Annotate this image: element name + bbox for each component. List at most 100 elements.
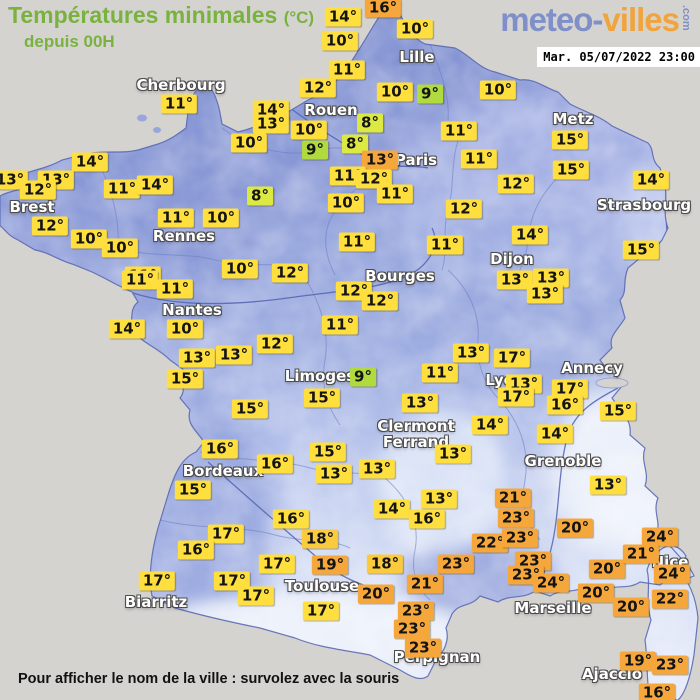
temp-label[interactable]: 24° bbox=[641, 527, 679, 547]
temp-label[interactable]: 13° bbox=[496, 270, 534, 290]
temp-label[interactable]: 13° bbox=[434, 444, 472, 464]
temp-label[interactable]: 14° bbox=[632, 170, 670, 190]
temp-label[interactable]: 12° bbox=[19, 180, 57, 200]
meteo-villes-logo[interactable]: meteo-villes .com bbox=[500, 1, 692, 39]
temp-label[interactable]: 15° bbox=[309, 442, 347, 462]
temp-label[interactable]: 12° bbox=[256, 334, 294, 354]
temp-label[interactable]: 18° bbox=[301, 529, 339, 549]
temp-label[interactable]: 12° bbox=[355, 169, 393, 189]
temp-label[interactable]: 23° bbox=[404, 638, 442, 658]
temp-label[interactable]: 10° bbox=[230, 133, 268, 153]
temp-label[interactable]: 13° bbox=[589, 475, 627, 495]
temp-label[interactable]: 24° bbox=[653, 564, 691, 584]
temp-label[interactable]: 9° bbox=[302, 140, 328, 160]
temp-label[interactable]: 14° bbox=[108, 319, 146, 339]
temp-label[interactable]: 12° bbox=[271, 263, 309, 283]
temp-label[interactable]: 11° bbox=[121, 270, 159, 290]
temp-label[interactable]: 17° bbox=[497, 387, 535, 407]
temp-label[interactable]: 15° bbox=[622, 240, 660, 260]
temp-label[interactable]: 10° bbox=[396, 19, 434, 39]
temp-label[interactable]: 22° bbox=[471, 533, 509, 553]
temp-label[interactable]: 17° bbox=[302, 601, 340, 621]
temp-label[interactable]: 12° bbox=[497, 174, 535, 194]
temp-label[interactable]: 13° bbox=[361, 150, 399, 170]
temp-label[interactable]: 14° bbox=[324, 7, 362, 27]
temp-label[interactable]: 13° bbox=[178, 348, 216, 368]
temp-label[interactable]: 11° bbox=[460, 149, 498, 169]
temp-label[interactable]: 16° bbox=[546, 395, 584, 415]
temp-label[interactable]: 19° bbox=[311, 555, 349, 575]
temp-label[interactable]: 12° bbox=[445, 199, 483, 219]
temp-label[interactable]: 13° bbox=[315, 464, 353, 484]
temp-label[interactable]: 13° bbox=[215, 345, 253, 365]
temp-label[interactable]: 20° bbox=[577, 583, 615, 603]
temp-label[interactable]: 15° bbox=[551, 130, 589, 150]
temp-label[interactable]: 11° bbox=[321, 315, 359, 335]
temp-label[interactable]: 15° bbox=[174, 480, 212, 500]
temp-label[interactable]: 21° bbox=[622, 544, 660, 564]
temp-label[interactable]: 9° bbox=[417, 84, 443, 104]
temp-label[interactable]: 13° bbox=[420, 489, 458, 509]
temp-label[interactable]: 20° bbox=[612, 597, 650, 617]
temp-label[interactable]: 13° bbox=[401, 393, 439, 413]
temp-label[interactable]: 19° bbox=[619, 651, 657, 671]
temp-label[interactable]: 9° bbox=[350, 367, 376, 387]
temp-label[interactable]: 23° bbox=[393, 619, 431, 639]
temp-label[interactable]: 14° bbox=[71, 152, 109, 172]
temp-label[interactable]: 13° bbox=[452, 343, 490, 363]
temp-label[interactable]: 23° bbox=[651, 655, 689, 675]
temp-label[interactable]: 16° bbox=[201, 439, 239, 459]
temp-label[interactable]: 15° bbox=[303, 388, 341, 408]
temp-label[interactable]: 11° bbox=[376, 184, 414, 204]
temp-label[interactable]: 10° bbox=[321, 31, 359, 51]
temp-label[interactable]: 20° bbox=[357, 584, 395, 604]
temp-label[interactable]: 11° bbox=[156, 279, 194, 299]
temp-label[interactable]: 16° bbox=[256, 454, 294, 474]
temp-label[interactable]: 20° bbox=[588, 559, 626, 579]
temp-label[interactable]: 13° bbox=[252, 114, 290, 134]
temp-label[interactable]: 10° bbox=[327, 193, 365, 213]
temp-label[interactable]: 10° bbox=[202, 208, 240, 228]
temp-label[interactable]: 11° bbox=[421, 363, 459, 383]
temp-label[interactable]: 12° bbox=[31, 216, 69, 236]
temp-label[interactable]: 10° bbox=[376, 82, 414, 102]
temp-label[interactable]: 14° bbox=[511, 225, 549, 245]
temp-label[interactable]: 13° bbox=[358, 459, 396, 479]
temp-label[interactable]: 10° bbox=[101, 238, 139, 258]
temp-label[interactable]: 17° bbox=[493, 348, 531, 368]
temp-label[interactable]: 17° bbox=[213, 571, 251, 591]
temp-label[interactable]: 15° bbox=[231, 399, 269, 419]
temp-label[interactable]: 11° bbox=[426, 235, 464, 255]
temp-label[interactable]: 16° bbox=[408, 509, 446, 529]
temp-label[interactable]: 16° bbox=[364, 0, 402, 18]
temp-label[interactable]: 11° bbox=[338, 232, 376, 252]
temp-label[interactable]: 16° bbox=[177, 540, 215, 560]
temp-label[interactable]: 14° bbox=[471, 415, 509, 435]
temp-label[interactable]: 17° bbox=[138, 571, 176, 591]
temp-label[interactable]: 14° bbox=[536, 424, 574, 444]
temp-label[interactable]: 21° bbox=[494, 488, 532, 508]
temp-label[interactable]: 10° bbox=[479, 80, 517, 100]
temp-label[interactable]: 8° bbox=[342, 134, 368, 154]
temp-label[interactable]: 11° bbox=[160, 94, 198, 114]
temp-label[interactable]: 13° bbox=[532, 268, 570, 288]
temp-label[interactable]: 17° bbox=[207, 524, 245, 544]
temp-label[interactable]: 14° bbox=[373, 499, 411, 519]
temp-label[interactable]: 11° bbox=[440, 121, 478, 141]
temp-label[interactable]: 8° bbox=[247, 186, 273, 206]
temp-label[interactable]: 11° bbox=[103, 179, 141, 199]
temp-label[interactable]: 24° bbox=[532, 573, 570, 593]
temp-label[interactable]: 15° bbox=[552, 160, 590, 180]
temp-label[interactable]: 18° bbox=[366, 554, 404, 574]
temp-label[interactable]: 23° bbox=[437, 554, 475, 574]
temp-label[interactable]: 10° bbox=[166, 319, 204, 339]
temp-label[interactable]: 23° bbox=[501, 528, 539, 548]
temp-label[interactable]: 17° bbox=[551, 379, 589, 399]
temp-label[interactable]: 23° bbox=[497, 508, 535, 528]
temp-label[interactable]: 17° bbox=[258, 554, 296, 574]
temp-label[interactable]: 12° bbox=[361, 291, 399, 311]
temp-label[interactable]: 10° bbox=[70, 229, 108, 249]
temp-label[interactable]: 13° bbox=[526, 284, 564, 304]
temp-label[interactable]: 8° bbox=[357, 113, 383, 133]
temp-label[interactable]: 10° bbox=[221, 259, 259, 279]
